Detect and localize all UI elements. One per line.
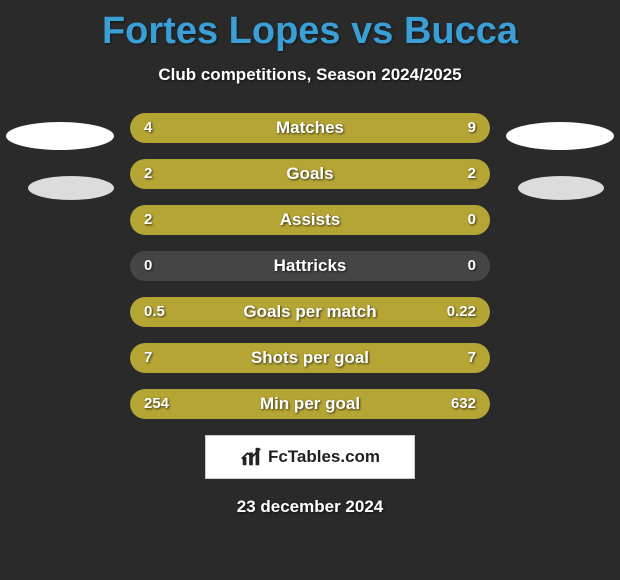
stat-label: Matches bbox=[130, 113, 490, 143]
stat-row: 49Matches bbox=[130, 113, 490, 143]
brand-text: FcTables.com bbox=[268, 447, 380, 467]
page-title: Fortes Lopes vs Bucca bbox=[0, 0, 620, 53]
comparison-bars: 49Matches 22Goals 20Assists 00Hattricks 0.50… bbox=[130, 113, 490, 419]
stat-row: 00Hattricks bbox=[130, 251, 490, 281]
stat-label: Goals bbox=[130, 159, 490, 189]
stat-label: Assists bbox=[130, 205, 490, 235]
footer-date: 23 december 2024 bbox=[0, 497, 620, 517]
comparison-infographic: Fortes Lopes vs Bucca Club competitions,… bbox=[0, 0, 620, 580]
brand-box[interactable]: FcTables.com bbox=[205, 435, 415, 479]
stat-label: Min per goal bbox=[130, 389, 490, 419]
stat-row: 20Assists bbox=[130, 205, 490, 235]
chart-icon bbox=[240, 446, 262, 468]
page-subtitle: Club competitions, Season 2024/2025 bbox=[0, 65, 620, 85]
stat-label: Shots per goal bbox=[130, 343, 490, 373]
stat-row: 77Shots per goal bbox=[130, 343, 490, 373]
player-left-badge-shape-2 bbox=[28, 176, 114, 200]
player-right-badge-shape-2 bbox=[518, 176, 604, 200]
stat-row: 254632Min per goal bbox=[130, 389, 490, 419]
stat-label: Hattricks bbox=[130, 251, 490, 281]
stat-row: 22Goals bbox=[130, 159, 490, 189]
player-right-badge-shape-1 bbox=[506, 122, 614, 150]
stat-row: 0.50.22Goals per match bbox=[130, 297, 490, 327]
stat-label: Goals per match bbox=[130, 297, 490, 327]
player-left-badge-shape-1 bbox=[6, 122, 114, 150]
